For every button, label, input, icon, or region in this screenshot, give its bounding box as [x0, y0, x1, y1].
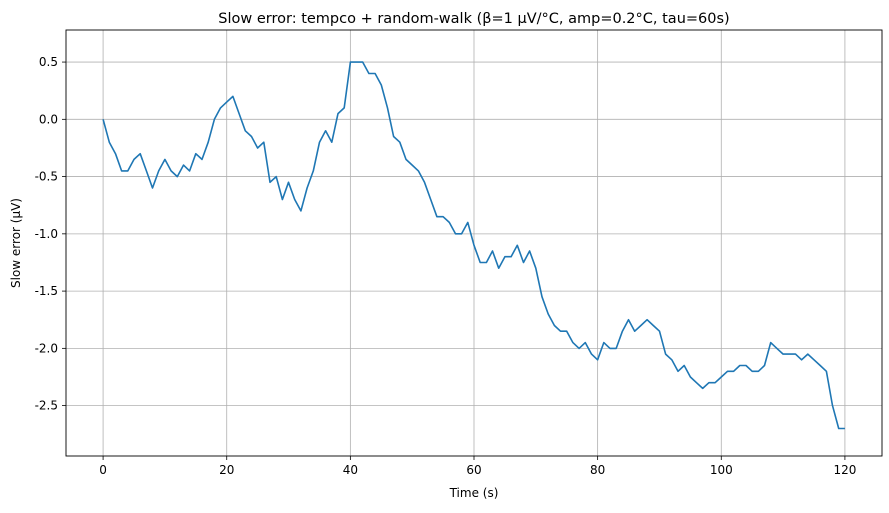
y-tick-label: 0.5 — [39, 55, 58, 69]
ticks: 0 20 40 60 80 100 120 0.5 0.0 -0.5 -1.0 -1.5 -2.0 -2.… — [35, 55, 857, 477]
x-tick-label: 40 — [343, 463, 358, 477]
chart-title: Slow error: tempco + random-walk (β=1 µV… — [218, 11, 729, 27]
x-tick-label: 100 — [710, 463, 733, 477]
plot-frame — [65, 29, 883, 457]
y-axis-label: Slow error (µV) — [9, 198, 23, 288]
y-tick-label: -0.5 — [35, 170, 58, 184]
series-line — [102, 61, 845, 430]
x-tick-label: 80 — [590, 463, 605, 477]
y-tick-label: -2.0 — [35, 341, 58, 355]
x-tick-label: 120 — [833, 463, 856, 477]
x-tick-label: 20 — [219, 463, 234, 477]
y-tick-label: -1.5 — [35, 284, 58, 298]
y-tick-label: 0.0 — [39, 112, 58, 126]
y-tick-label: -2.5 — [35, 399, 58, 413]
grid — [66, 30, 882, 456]
x-tick-label: 60 — [466, 463, 481, 477]
y-tick-label: -1.0 — [35, 227, 58, 241]
x-tick-label: 0 — [99, 463, 107, 477]
x-axis-label: Time (s) — [449, 486, 499, 500]
